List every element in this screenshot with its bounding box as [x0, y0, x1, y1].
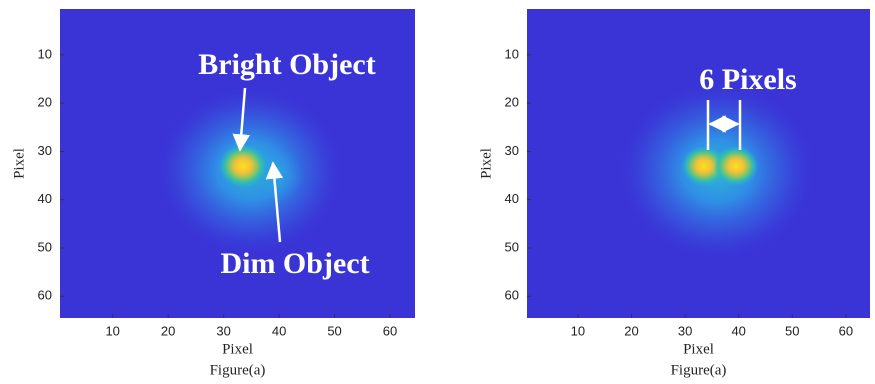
x-tick-label: 30 [678, 323, 692, 338]
y-tick-label: 20 [505, 95, 519, 110]
annotation: 6 Pixels [699, 63, 797, 96]
caption: Figure(a) [210, 362, 266, 378]
arrow [232, 87, 250, 152]
y-axis-label: Pixel [11, 148, 27, 179]
y-tick-label: 50 [505, 239, 519, 254]
y-tick-label: 40 [505, 191, 519, 206]
x-tick-label: 60 [839, 323, 853, 338]
y-tick-label: 30 [38, 143, 52, 158]
x-tick-label: 20 [161, 323, 175, 338]
y-tick-label: 20 [38, 95, 52, 110]
annotation: Bright Object [198, 48, 375, 81]
caption: Figure(a) [671, 362, 727, 378]
x-tick-label: 40 [731, 323, 745, 338]
x-tick-label: 40 [272, 323, 286, 338]
x-axis-label: Pixel [222, 341, 253, 357]
blob [714, 146, 759, 186]
x-tick-label: 10 [105, 323, 119, 338]
x-tick-label: 20 [624, 323, 638, 338]
y-tick-label: 30 [505, 143, 519, 158]
blob [681, 146, 726, 186]
image [527, 9, 870, 318]
y-tick-label: 50 [38, 239, 52, 254]
x-tick-label: 50 [327, 323, 341, 338]
x-tick-label: 30 [216, 323, 230, 338]
annotation: Dim Object [220, 247, 369, 280]
y-tick-label: 60 [505, 288, 519, 303]
x-tick-label: 50 [785, 323, 799, 338]
y-tick-label: 60 [38, 288, 52, 303]
blob [219, 144, 268, 188]
y-tick-label: 10 [38, 46, 52, 61]
x-axis-label: Pixel [683, 341, 714, 357]
x-tick-label: 10 [571, 323, 585, 338]
arrow [265, 161, 284, 243]
y-tick-label: 10 [505, 46, 519, 61]
y-tick-label: 40 [38, 191, 52, 206]
image [60, 9, 415, 318]
y-axis-label: Pixel [478, 148, 494, 179]
x-tick-label: 60 [383, 323, 397, 338]
